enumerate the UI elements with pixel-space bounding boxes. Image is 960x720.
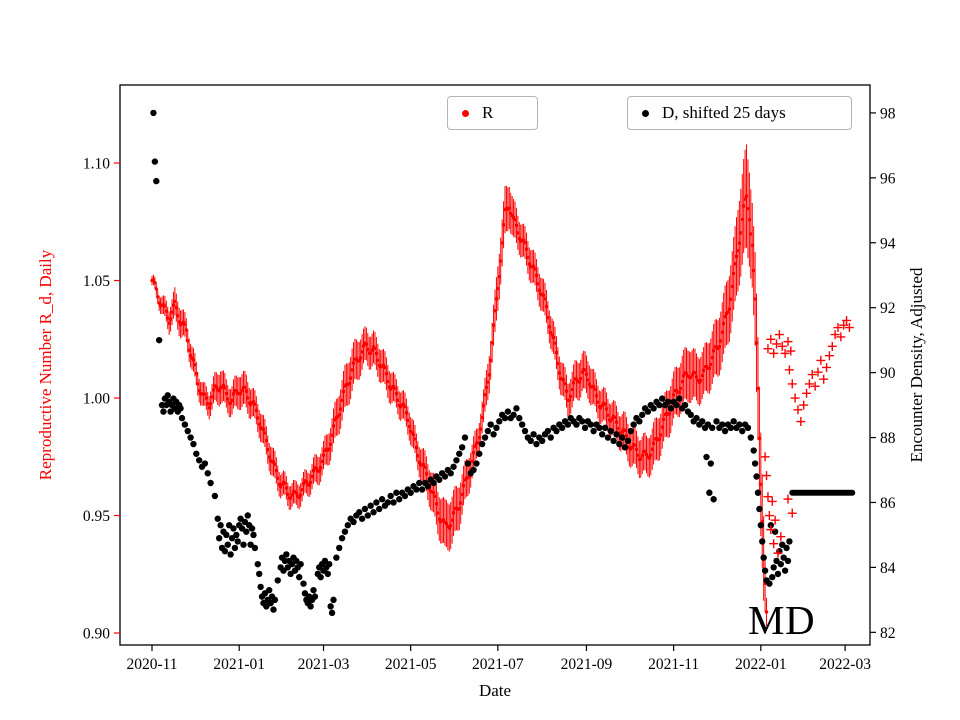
- svg-text:82: 82: [880, 625, 896, 642]
- x-axis-title: Date: [478, 681, 512, 700]
- svg-text:86: 86: [880, 495, 896, 512]
- svg-text:0.95: 0.95: [83, 508, 110, 525]
- svg-text:2022-03: 2022-03: [819, 656, 871, 673]
- svg-text:2021-05: 2021-05: [385, 656, 437, 673]
- legend-label-r: R: [482, 103, 494, 122]
- svg-text:1.10: 1.10: [83, 156, 110, 173]
- legend-label-d: D, shifted 25 days: [662, 103, 786, 122]
- svg-text:2021-03: 2021-03: [298, 656, 350, 673]
- svg-text:90: 90: [880, 365, 896, 382]
- svg-text:2022-01: 2022-01: [735, 656, 787, 673]
- right-axis-title: Encounter Density, Adjusted: [907, 267, 926, 463]
- svg-text:84: 84: [880, 560, 896, 577]
- svg-text:0.90: 0.90: [83, 626, 110, 643]
- left-axis-title: Reproductive Number R_d, Daily: [36, 249, 55, 481]
- svg-text:2021-01: 2021-01: [213, 656, 265, 673]
- watermark-md: MD: [748, 597, 816, 643]
- svg-text:96: 96: [880, 170, 896, 187]
- svg-text:2021-11: 2021-11: [648, 656, 699, 673]
- red-dot-marker-icon: [461, 109, 469, 117]
- svg-text:98: 98: [880, 105, 896, 122]
- svg-text:1.00: 1.00: [83, 391, 110, 408]
- svg-text:92: 92: [880, 300, 896, 317]
- legend-handle: [448, 109, 482, 117]
- svg-text:2021-09: 2021-09: [561, 656, 613, 673]
- legend-handle: [628, 109, 662, 117]
- svg-text:94: 94: [880, 235, 896, 252]
- svg-text:88: 88: [880, 430, 896, 447]
- svg-text:2020-11: 2020-11: [126, 656, 177, 673]
- svg-text:1.05: 1.05: [83, 273, 110, 290]
- black-dot-marker-icon: [641, 109, 649, 117]
- legend-box-d: D, shifted 25 days: [627, 96, 852, 130]
- legend-box-r: R: [447, 96, 538, 130]
- svg-text:2021-07: 2021-07: [472, 656, 524, 673]
